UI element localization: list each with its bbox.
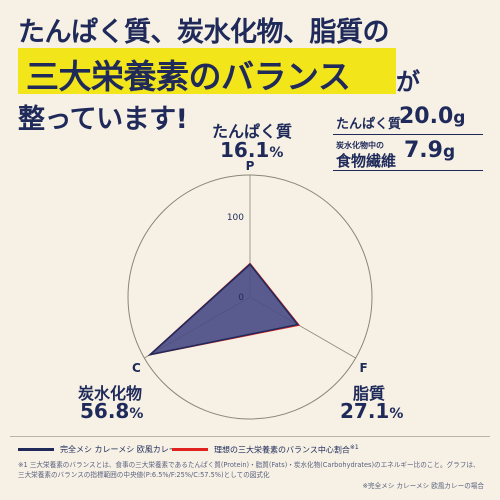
headline-line-2: 三大栄養素のバランス (26, 57, 351, 96)
legend-swatch-product (18, 448, 54, 451)
axis-value-protein-number: 16.1 (220, 138, 270, 162)
protein-label: たんぱく質 (336, 117, 402, 132)
protein-value-unit: g (453, 108, 466, 128)
headline-highlight-box (18, 48, 396, 94)
axis-name-carbohydrate: 炭水化物 (78, 384, 143, 403)
headline-line-3: 整っています! (18, 104, 188, 135)
fiber-underline (333, 170, 483, 171)
footnote-text: ※1 三大栄養素のバランスとは、食事の三大栄養素であるたんぱく質(Protein… (18, 461, 480, 479)
axis-letter-p: P (246, 159, 255, 173)
axis-value-fat-unit: % (389, 406, 404, 422)
legend-swatch-ideal (172, 448, 208, 451)
fiber-value-unit: g (442, 142, 456, 162)
scale-label-0: 0 (238, 293, 244, 303)
legend-note-mark: ※1 (349, 444, 359, 451)
axis-value-fat: 27.1% (340, 399, 403, 423)
axis-letter-c: C (132, 361, 141, 375)
legend-label-ideal-text: 理想の三大栄養素のバランス中心割合 (214, 445, 350, 455)
fiber-value-number: 7.9 (404, 138, 443, 163)
footnote-product-note: ※完全メシ カレーメシ 欧風カレーの場合 (362, 482, 484, 490)
protein-value-number: 20.0 (399, 104, 454, 129)
axis-name-protein: たんぱく質 (212, 122, 293, 141)
headline-line-1: たんぱく質、炭水化物、脂質の (18, 17, 390, 48)
axis-value-protein-unit: % (269, 145, 284, 161)
axis-value-fat-number: 27.1 (340, 399, 390, 423)
axis-value-carbohydrate: 56.8% (80, 399, 143, 423)
product-balance-polygon (147, 263, 300, 357)
axis-value-carbohydrate-unit: % (129, 406, 144, 422)
legend-label-ideal: 理想の三大栄養素のバランス中心割合※1 (214, 444, 359, 456)
protein-underline (333, 134, 483, 135)
protein-value: 20.0g (399, 104, 465, 129)
legend-label-product: 完全メシ カレーメシ 欧風カレー (60, 445, 177, 454)
fiber-value: 7.9g (404, 138, 455, 163)
fiber-label-top: 炭水化物中の (336, 141, 384, 150)
axis-name-fat: 脂質 (353, 384, 386, 403)
axis-value-protein: 16.1% (220, 138, 283, 162)
scale-label-100: 100 (227, 213, 244, 223)
fiber-label-bottom: 食物繊維 (336, 152, 397, 170)
axis-letter-f: F (360, 361, 368, 375)
axis-value-carbohydrate-number: 56.8 (80, 399, 130, 423)
legend-divider (10, 436, 490, 437)
headline-line-2-tail: が (396, 68, 420, 96)
